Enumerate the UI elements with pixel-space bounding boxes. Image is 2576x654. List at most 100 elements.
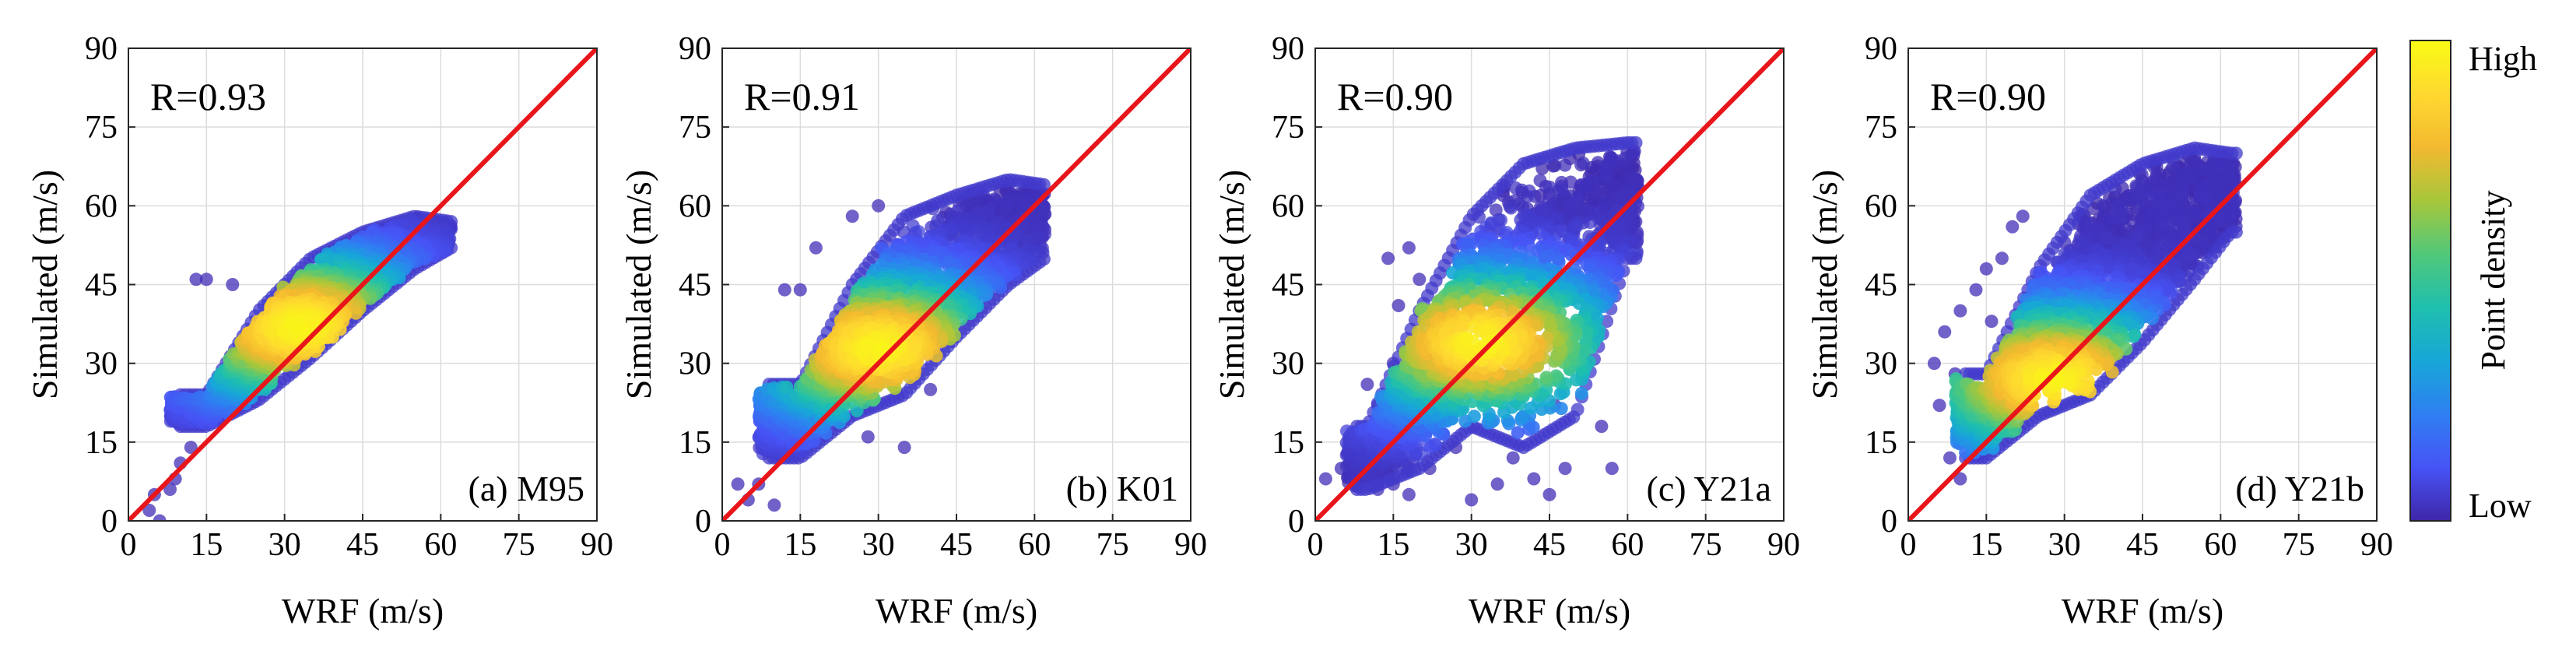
scatter-point xyxy=(1490,477,1504,491)
scatter-point xyxy=(1599,167,1613,181)
scatter-point xyxy=(777,283,791,297)
x-tick-label: 45 xyxy=(346,527,379,563)
scatter-point xyxy=(924,382,938,396)
panel-label: (a) M95 xyxy=(469,469,584,508)
scatter-point xyxy=(1392,299,1406,312)
scatter-point xyxy=(1413,272,1427,287)
x-tick-label: 75 xyxy=(503,527,535,563)
scatter-point xyxy=(153,514,167,521)
scatter-point xyxy=(1554,223,1568,237)
scatter-point xyxy=(859,339,873,353)
x-tick-label: 15 xyxy=(784,527,816,563)
scatter-point xyxy=(861,430,875,444)
x-tick-label: 0 xyxy=(121,527,137,563)
y-tick-label: 75 xyxy=(679,110,711,146)
scatter-point xyxy=(1579,203,1593,217)
y-tick-label: 0 xyxy=(101,504,118,540)
scatter-point xyxy=(296,322,309,336)
y-tick-label: 60 xyxy=(679,188,711,224)
scatter-point xyxy=(1506,451,1520,465)
scatter-point xyxy=(1024,215,1038,228)
scatter-point xyxy=(1571,403,1585,417)
one-to-one-line xyxy=(128,48,597,521)
scatter-point xyxy=(1595,420,1609,434)
scatter-point xyxy=(1604,150,1618,164)
y-tick-label: 15 xyxy=(679,425,711,461)
scatter-point xyxy=(1558,158,1572,172)
y-tick-label: 0 xyxy=(695,504,711,540)
scatter-point xyxy=(1576,156,1590,171)
scatter-point xyxy=(142,504,156,517)
correlation-label: R=0.91 xyxy=(744,75,860,118)
scatter-point xyxy=(1021,234,1035,248)
scatter-point xyxy=(1589,206,1603,220)
y-tick-label: 30 xyxy=(679,346,711,382)
one-to-one-line xyxy=(722,48,1191,521)
scatter-point xyxy=(1520,209,1534,223)
y-tick-label: 15 xyxy=(85,425,118,461)
scatter-point xyxy=(1037,252,1051,266)
scatter-point xyxy=(767,498,781,512)
scatter-point xyxy=(872,199,886,213)
scatter-point xyxy=(226,278,240,291)
scatter-points xyxy=(1318,135,1645,507)
y-tick-label: 75 xyxy=(85,110,118,146)
scatter-point xyxy=(1381,251,1395,265)
scatter-point xyxy=(1318,472,1332,486)
scatter-point xyxy=(199,272,213,287)
scatter-point xyxy=(731,477,745,491)
scatter-point xyxy=(1630,247,1644,261)
scatter-point xyxy=(845,209,859,223)
scatter-point xyxy=(875,339,889,353)
y-axis-label: Simulated (m/s) xyxy=(25,170,65,399)
scatter-point xyxy=(1605,462,1619,476)
scatter-point xyxy=(1504,201,1518,215)
scatter-point xyxy=(1570,219,1584,233)
scatter-point xyxy=(1629,135,1643,149)
scatter-point xyxy=(911,225,925,238)
scatter-point xyxy=(1533,174,1547,188)
scatter-point xyxy=(1555,183,1569,197)
scatter-point xyxy=(897,441,911,455)
scatter-point xyxy=(1542,487,1556,501)
scatter-point xyxy=(1402,487,1416,501)
scatter-point xyxy=(1360,378,1374,392)
scatter-point xyxy=(1037,178,1051,192)
scatter-point xyxy=(1578,179,1592,193)
y-tick-label: 90 xyxy=(85,31,118,67)
scatter-point xyxy=(1522,184,1536,198)
scatter-point xyxy=(1402,241,1416,255)
scatter-point xyxy=(1542,181,1556,194)
y-tick-label: 45 xyxy=(679,268,711,304)
scatter-point xyxy=(1583,216,1597,229)
scatter-point xyxy=(189,272,203,287)
y-tick-label: 60 xyxy=(85,188,118,224)
scatter-point xyxy=(349,306,363,320)
x-tick-label: 45 xyxy=(940,527,973,563)
x-axis-label: WRF (m/s) xyxy=(282,591,444,631)
x-tick-label: 30 xyxy=(862,527,895,563)
scatter-point xyxy=(1465,493,1479,507)
scatter-point xyxy=(1558,462,1572,476)
scatter-point xyxy=(1017,196,1031,210)
x-tick-label: 60 xyxy=(1018,527,1051,563)
scatter-point xyxy=(793,283,807,297)
x-tick-label: 75 xyxy=(1097,527,1129,563)
panel-label: (b) K01 xyxy=(1066,469,1178,508)
x-tick-label: 15 xyxy=(190,527,223,563)
y-tick-label: 30 xyxy=(85,346,118,382)
scatter-point xyxy=(163,483,177,496)
correlation-label: R=0.93 xyxy=(150,75,266,118)
x-tick-label: 90 xyxy=(581,527,613,563)
x-tick-label: 60 xyxy=(424,527,457,563)
scatter-point xyxy=(1542,192,1556,206)
y-axis-label: Simulated (m/s) xyxy=(619,170,658,399)
y-tick-label: 45 xyxy=(85,268,118,304)
x-axis-label: WRF (m/s) xyxy=(876,591,1037,631)
scatter-point xyxy=(1527,472,1541,486)
scatter-point xyxy=(1571,190,1585,204)
